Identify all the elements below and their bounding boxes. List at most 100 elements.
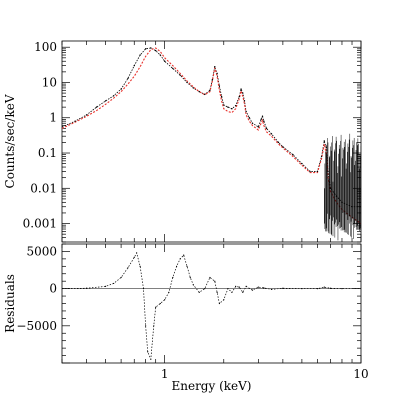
spectrum-data-point (85, 114, 88, 116)
spectrum-data-point (238, 95, 241, 98)
residuals-point (192, 284, 194, 286)
spectrum-data-point (139, 54, 141, 56)
residuals-point (341, 288, 343, 290)
residuals-line (62, 251, 361, 360)
spectrum-data-point (179, 74, 181, 76)
spectrum-data-point (220, 95, 223, 98)
spectrum-y-tick-label: 0.001 (23, 217, 57, 231)
spectrum-panel: 100 10 1 0.1 0.01 0.001 (23, 40, 362, 243)
spectrum-data-point (234, 104, 237, 107)
residuals-point (175, 265, 178, 267)
spectrum-data-point (260, 118, 262, 121)
spectrum-y-tick-label: 10 (42, 75, 57, 89)
spectrum-data-point (277, 141, 280, 144)
residuals-point (316, 288, 319, 290)
residuals-y-tick-label: 0 (49, 282, 57, 296)
spectrum-data-point (223, 104, 225, 106)
spectrum-data-point (292, 153, 294, 156)
spectrum-data-point (150, 47, 152, 49)
spectrum-data-point (263, 120, 265, 122)
residuals-point (85, 287, 88, 289)
residuals-point (282, 287, 284, 289)
residuals-point (198, 291, 200, 293)
residuals-point (113, 282, 115, 285)
spectrum-data-point (227, 106, 229, 108)
spectrum-data-point (120, 88, 122, 90)
residuals-point (133, 256, 135, 258)
spectrum-data-point (270, 133, 273, 135)
spectrum-data-point (211, 78, 214, 81)
residuals-point (168, 291, 170, 293)
spectrum-data-point (172, 67, 174, 70)
spectrum-data-point (242, 92, 244, 94)
spectrum-data-point (320, 155, 323, 158)
residuals-point (251, 289, 254, 291)
residuals-point (172, 276, 174, 279)
residuals-point (204, 288, 206, 290)
spectrum-data-point (154, 49, 157, 52)
spectrum-data-point (62, 126, 63, 128)
residuals-point (104, 285, 107, 287)
residuals-point (209, 276, 211, 279)
residuals-point (120, 276, 122, 279)
residuals-y-tick-label: −5000 (16, 319, 57, 333)
residuals-point (155, 306, 157, 308)
spectrum-data-point (301, 162, 303, 165)
residuals-point (235, 285, 237, 287)
residuals-point (186, 265, 188, 267)
spectrum-data-point (248, 117, 251, 119)
spectrum-data-point (323, 140, 325, 142)
spectrum-y-tick-label: 0.1 (38, 146, 57, 160)
spectrum-data-line (62, 47, 361, 208)
residuals-point (127, 267, 129, 269)
spectrum-data-point (209, 89, 211, 92)
residuals-point (139, 265, 141, 267)
residuals-point (257, 286, 259, 288)
residuals-point (145, 325, 147, 327)
residuals-point (179, 258, 181, 260)
residuals-point (360, 288, 361, 290)
spectrum-model-line (62, 47, 361, 225)
spectrum-y-tick-label: 100 (34, 40, 57, 54)
spectrum-data-point (251, 122, 254, 124)
residuals-point (150, 358, 152, 360)
residuals-panel: 5000 0 −5000 1 10 (16, 243, 369, 381)
residuals-point (214, 280, 216, 282)
spectrum-data-point (198, 90, 200, 93)
spectrum-data-point (204, 93, 206, 96)
residuals-point (263, 287, 265, 289)
residuals-point (242, 291, 244, 293)
spectrum-data-point (240, 88, 242, 90)
residuals-point (238, 286, 240, 288)
energy-x-tick-label: 10 (353, 367, 368, 381)
residuals-point (164, 299, 166, 301)
spectrum-data-point (231, 108, 233, 110)
spectrum-data-point (133, 64, 135, 67)
residuals-point (216, 291, 218, 293)
residuals-frame (61, 243, 362, 364)
residuals-point (62, 288, 63, 290)
residuals-point (223, 299, 225, 301)
spectrum-data-point (261, 115, 264, 117)
spectrum-data-point (127, 77, 129, 80)
spectrum-data-point (309, 170, 311, 173)
spectrum-data-point (316, 170, 319, 173)
residuals-point (218, 302, 220, 305)
spectrum-data-point (159, 54, 161, 56)
residuals-point (183, 254, 185, 256)
residuals-point (231, 291, 233, 293)
spectrum-data-point (95, 106, 98, 108)
spectrum-frame (61, 40, 362, 243)
spectrum-data-point (163, 60, 166, 62)
spectrum-data-point (74, 120, 76, 122)
spectrum-data-point (243, 100, 246, 102)
residuals-point (147, 351, 149, 353)
spectrum-data-point (112, 95, 115, 97)
residuals-point (159, 302, 161, 305)
spectrum-data-point (214, 66, 216, 68)
residuals-point (136, 252, 138, 254)
spectrum-data-point (192, 87, 195, 89)
spectrum-data-point (218, 85, 221, 87)
residuals-y-tick-label: 5000 (26, 244, 57, 258)
